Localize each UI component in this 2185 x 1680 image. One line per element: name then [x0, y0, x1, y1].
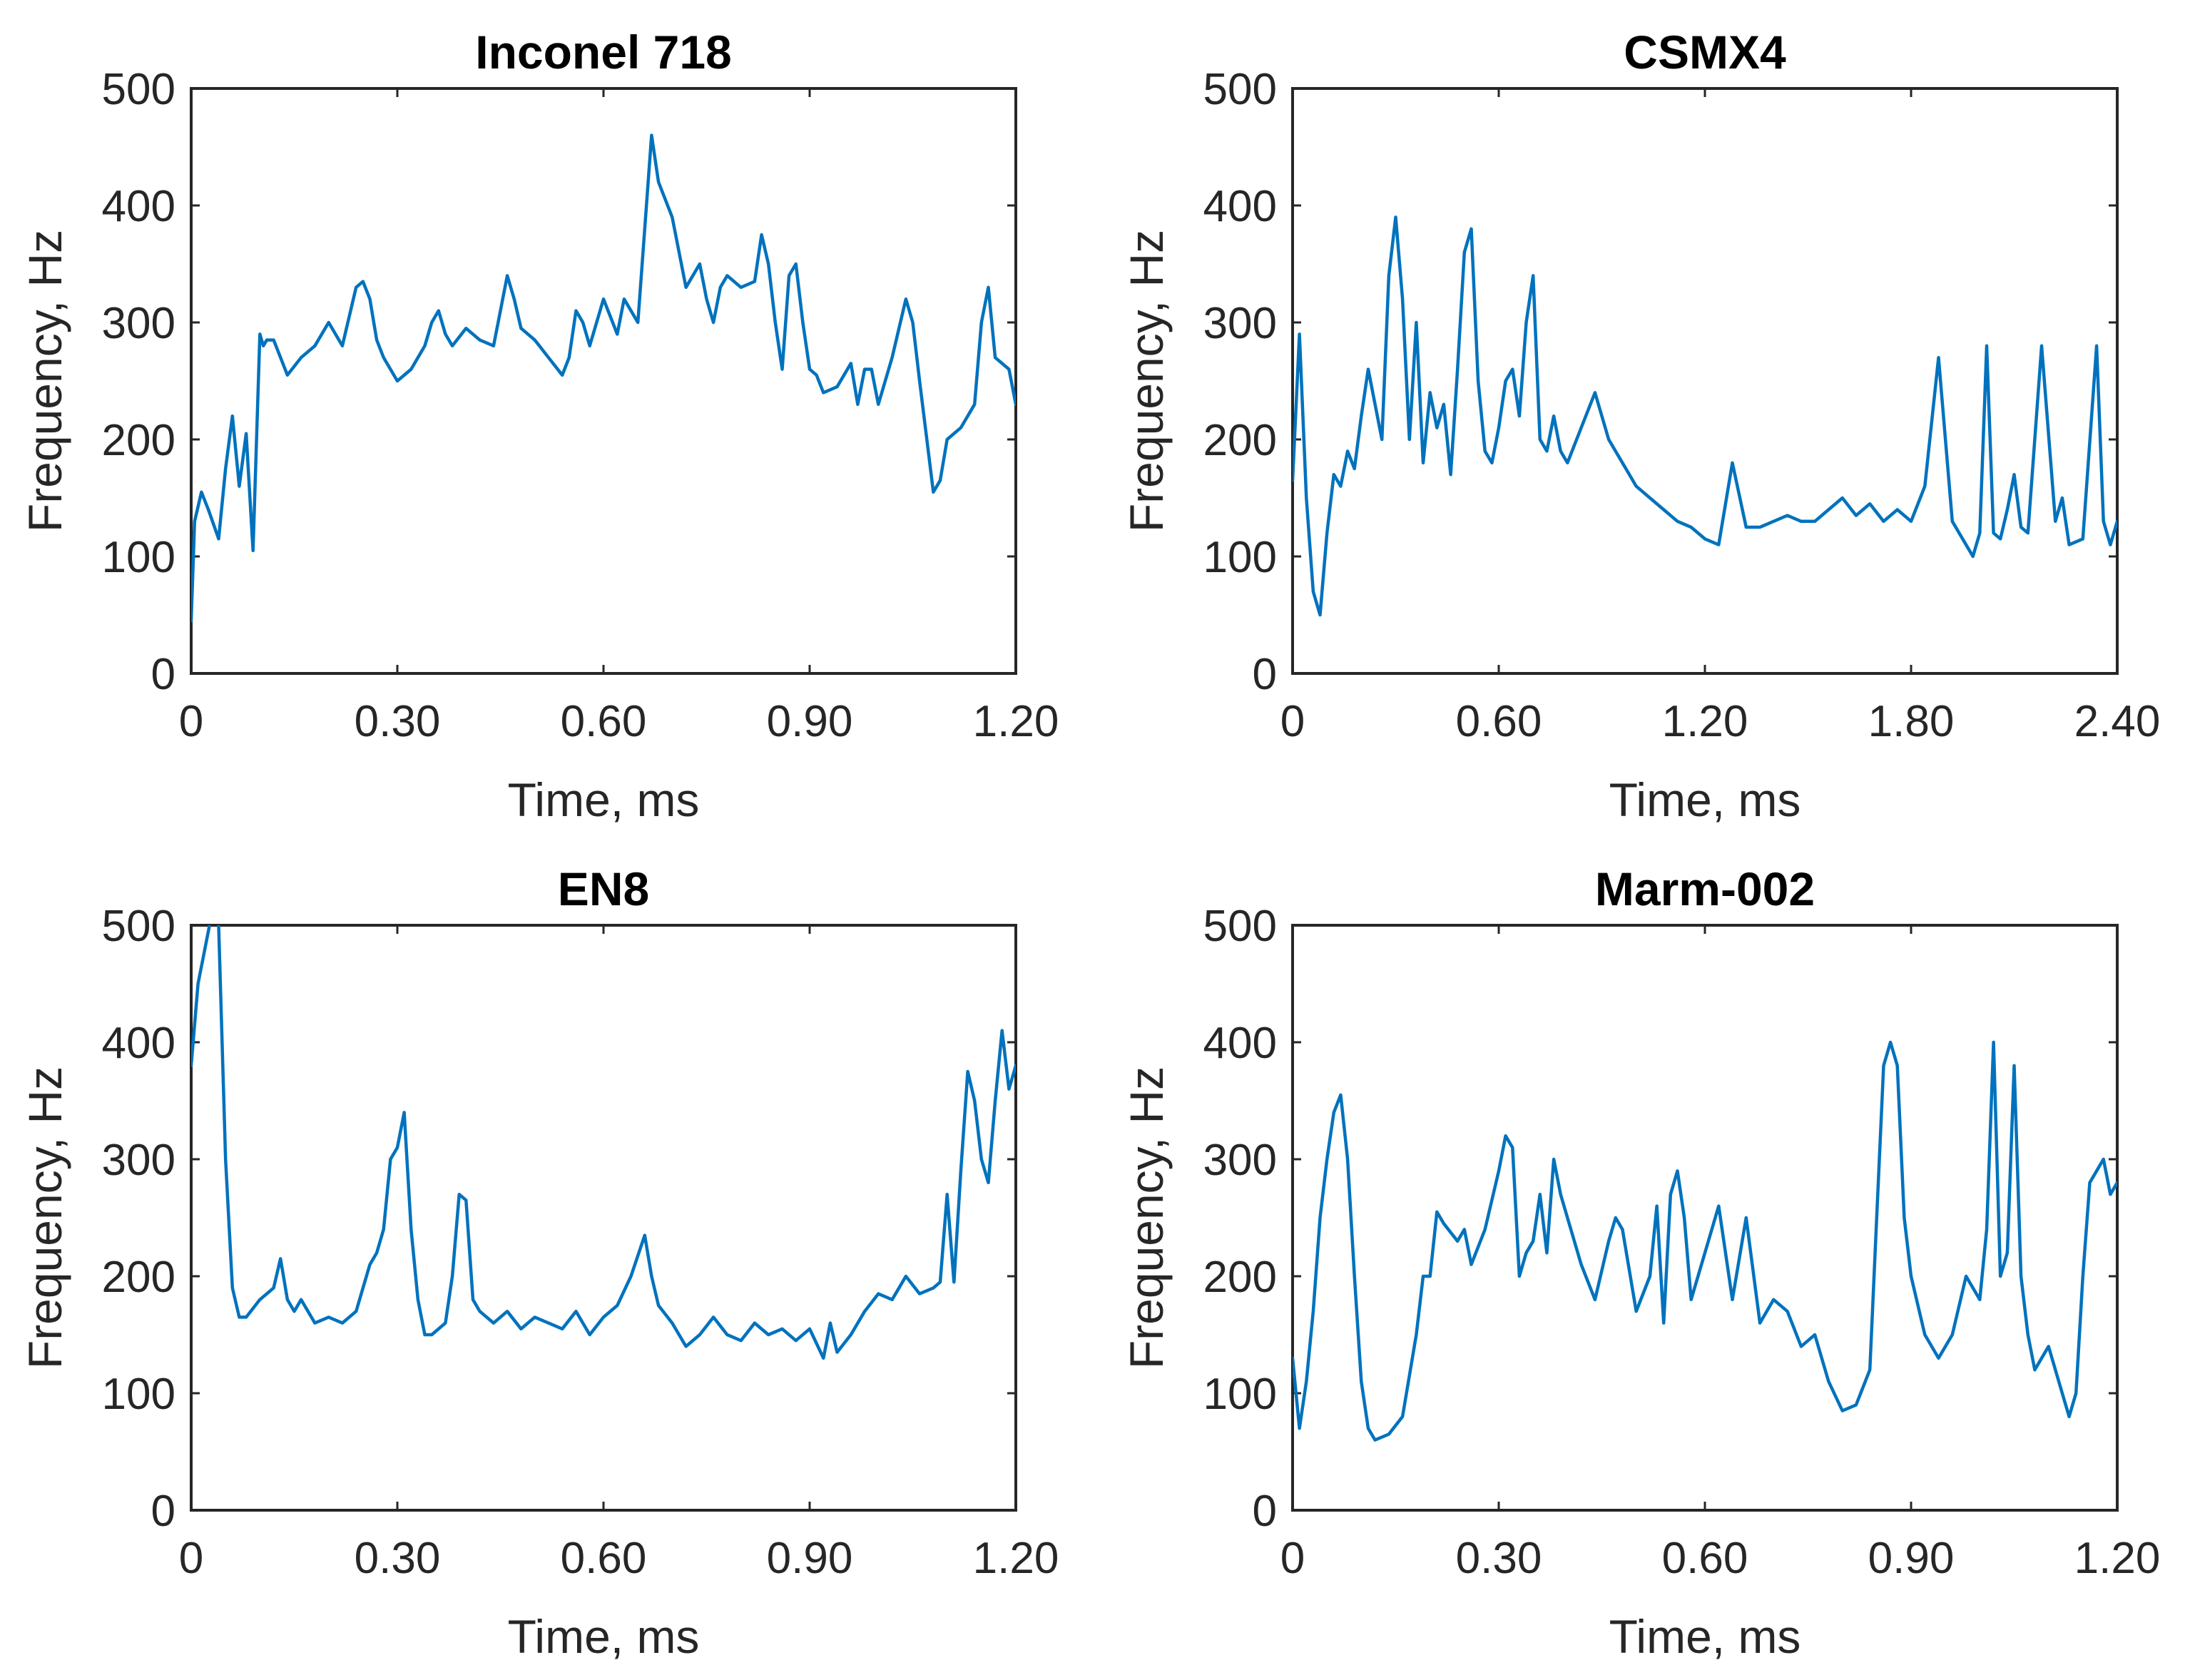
- y-tick-label: 300: [102, 1136, 175, 1185]
- x-tick-label: 0.60: [561, 697, 647, 746]
- chart-title: EN8: [558, 862, 649, 915]
- plot-area: [1291, 87, 2119, 675]
- x-axis-label: Time, ms: [1609, 773, 1801, 826]
- y-tick-label: 100: [1203, 533, 1277, 582]
- y-tick-label: 0: [151, 1487, 175, 1536]
- y-axis-label: Frequency, Hz: [19, 1066, 71, 1369]
- x-tick-label: 1.20: [973, 697, 1059, 746]
- y-tick-label: 0: [151, 650, 175, 699]
- chart-title: CSMX4: [1624, 26, 1786, 78]
- x-tick-label: 0.30: [1456, 1534, 1542, 1583]
- y-tick-label: 400: [102, 182, 175, 231]
- panel-marm-002: Marm-002 0 0.30 0.60 0.90 1.20 0 100 200 300 400 50…: [1120, 862, 2160, 1663]
- x-tick-label: 0: [179, 697, 203, 746]
- series-line: [1293, 1040, 2117, 1442]
- x-axis-label: Time, ms: [508, 1610, 700, 1663]
- x-tick-label: 2.40: [2074, 697, 2161, 746]
- chart-title: Inconel 718: [475, 26, 732, 78]
- y-tick-label: 500: [1203, 902, 1277, 951]
- y-tick-label: 200: [102, 1253, 175, 1302]
- x-tick-label: 1.20: [1662, 697, 1748, 746]
- chart-title: Marm-002: [1595, 862, 1815, 915]
- y-axis-label: Frequency, Hz: [19, 230, 71, 532]
- x-tick-label: 0: [1280, 697, 1305, 746]
- y-axis-label: Frequency, Hz: [1120, 230, 1173, 532]
- y-tick-label: 300: [1203, 299, 1277, 348]
- x-tick-label: 1.20: [2074, 1534, 2161, 1583]
- x-tick-label: 0.30: [355, 697, 441, 746]
- y-axis-label: Frequency, Hz: [1120, 1066, 1173, 1369]
- x-tick-label: 0.60: [1662, 1534, 1748, 1583]
- y-tick-label: 300: [102, 299, 175, 348]
- y-tick-label: 400: [102, 1019, 175, 1068]
- x-tick-label: 0.60: [561, 1534, 647, 1583]
- y-tick-label: 100: [102, 533, 175, 582]
- y-tick-label: 0: [1253, 650, 1277, 699]
- series-line: [191, 133, 1016, 623]
- y-tick-label: 500: [102, 65, 175, 114]
- plot-area: [1291, 924, 2119, 1512]
- plot-area: [190, 87, 1017, 675]
- y-tick-label: 100: [1203, 1370, 1277, 1419]
- y-tick-label: 300: [1203, 1136, 1277, 1185]
- y-tick-label: 500: [1203, 65, 1277, 114]
- x-tick-label: 0: [1280, 1534, 1305, 1583]
- x-tick-label: 1.20: [973, 1534, 1059, 1583]
- series-line: [1293, 215, 2117, 617]
- x-tick-label: 1.80: [1868, 697, 1955, 746]
- y-tick-label: 200: [1203, 416, 1277, 465]
- plot-area: [190, 924, 1017, 1512]
- x-tick-label: 0.90: [1868, 1534, 1955, 1583]
- x-tick-label: 0.90: [767, 697, 853, 746]
- y-tick-label: 200: [1203, 1253, 1277, 1302]
- y-tick-label: 0: [1253, 1487, 1277, 1536]
- x-tick-label: 0.60: [1456, 697, 1542, 746]
- x-tick-label: 0.30: [355, 1534, 441, 1583]
- panel-csmx4: CSMX4 0 0.60 1.20 1.80 2.40 0 100 200 300 400 500 Ti…: [1120, 26, 2160, 826]
- x-tick-label: 0.90: [767, 1534, 853, 1583]
- y-tick-label: 500: [102, 902, 175, 951]
- x-tick-label: 0: [179, 1534, 203, 1583]
- y-tick-label: 400: [1203, 182, 1277, 231]
- panel-en8: EN8 0 0.30 0.60 0.90 1.20 0 100 200 300 400 500 Time…: [19, 862, 1059, 1663]
- series-line: [191, 925, 1016, 1360]
- y-tick-label: 200: [102, 416, 175, 465]
- y-tick-label: 400: [1203, 1019, 1277, 1068]
- x-axis-label: Time, ms: [1609, 1610, 1801, 1663]
- y-tick-label: 100: [102, 1370, 175, 1419]
- panel-inconel-718: Inconel 718 0 0.30 0.60 0.90 1.20 0 100 200 300 40…: [19, 26, 1059, 826]
- x-axis-label: Time, ms: [508, 773, 700, 826]
